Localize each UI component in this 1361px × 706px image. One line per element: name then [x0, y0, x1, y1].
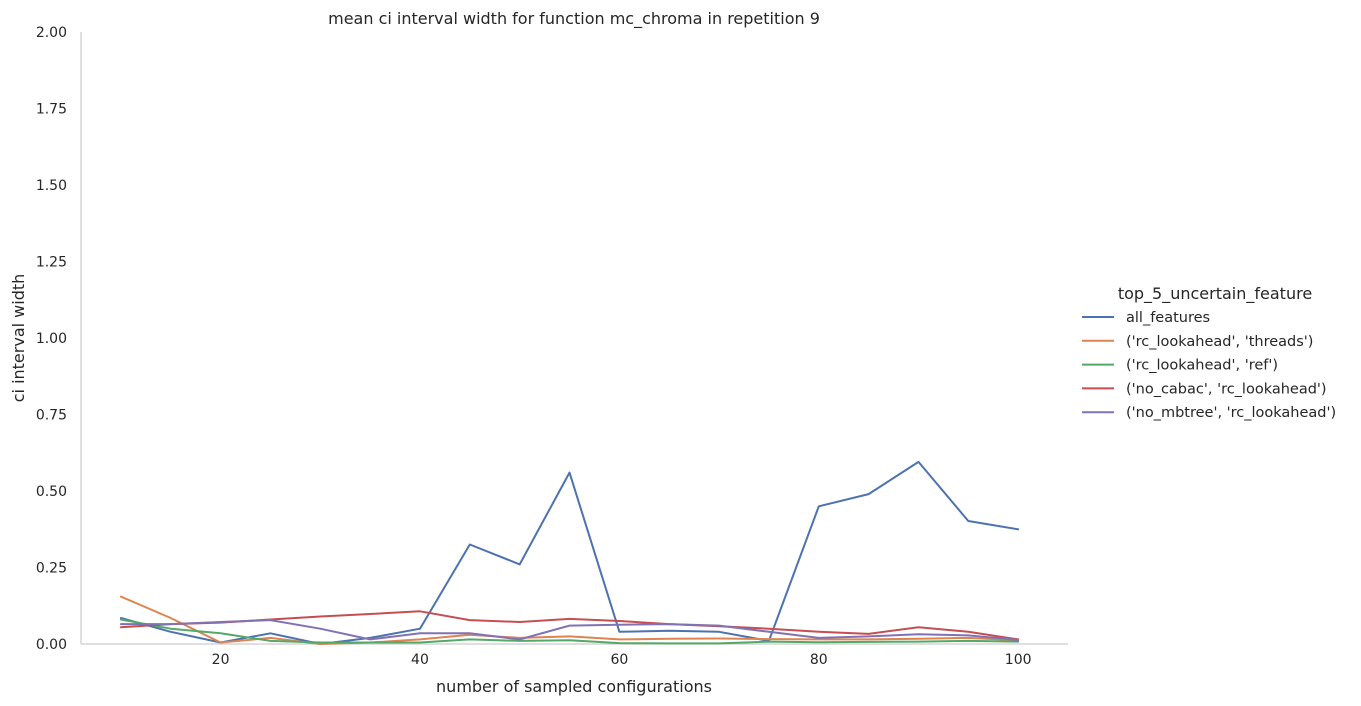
x-tick-label: 40 — [411, 652, 429, 668]
legend-label-0: all_features — [1126, 310, 1210, 326]
y-tick-label: 1.00 — [36, 331, 67, 347]
series-line-1 — [119, 595, 1020, 645]
y-tick-label: 0.25 — [36, 561, 67, 577]
x-axis-title: number of sampled configurations — [436, 677, 712, 696]
x-tick-label: 20 — [212, 652, 230, 668]
legend-title: top_5_uncertain_feature — [1118, 284, 1312, 304]
legend-label-3: ('no_cabac', 'rc_lookahead') — [1126, 381, 1327, 397]
legend: top_5_uncertain_feature all_features ('rc… — [1082, 284, 1336, 421]
y-axis-title: ci interval width — [9, 274, 28, 403]
legend-label-1: ('rc_lookahead', 'threads') — [1126, 334, 1313, 350]
legend-label-4: ('no_mbtree', 'rc_lookahead') — [1126, 405, 1336, 421]
y-tick-label: 0.00 — [36, 637, 67, 653]
y-tick-label: 1.75 — [36, 102, 67, 118]
plot-area: 0.00 0.25 0.50 0.75 1.00 1.25 1.50 1.75 2.00 20 40… — [36, 25, 1068, 668]
y-tick-label: 0.50 — [36, 484, 67, 500]
x-tick-label: 80 — [810, 652, 828, 668]
x-tick-label: 100 — [1005, 652, 1032, 668]
series-line-2 — [119, 618, 1020, 645]
chart-title: mean ci interval width for function mc_c… — [328, 9, 820, 29]
x-tick-label: 60 — [610, 652, 628, 668]
y-tick-label: 2.00 — [36, 25, 67, 41]
y-tick-label: 1.50 — [36, 178, 67, 194]
legend-label-2: ('rc_lookahead', 'ref') — [1126, 358, 1278, 374]
y-tick-label: 1.25 — [36, 255, 67, 271]
y-tick-label: 0.75 — [36, 408, 67, 424]
series-line-4 — [119, 619, 1020, 641]
series-line-0 — [119, 460, 1020, 645]
